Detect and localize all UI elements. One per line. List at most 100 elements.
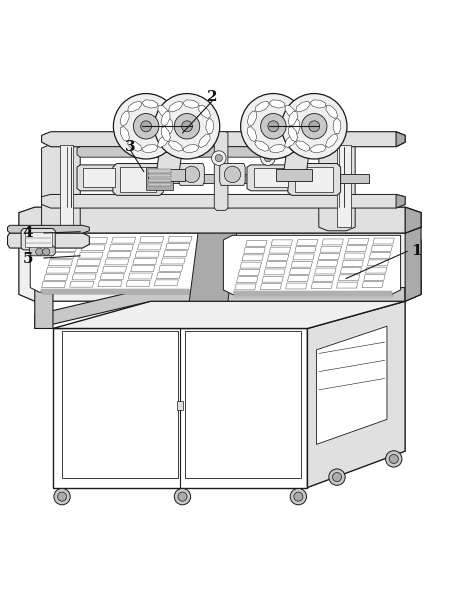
Polygon shape (161, 258, 185, 264)
Circle shape (174, 489, 191, 505)
Polygon shape (322, 239, 343, 245)
Polygon shape (291, 261, 312, 267)
Polygon shape (310, 100, 326, 108)
Polygon shape (313, 276, 334, 281)
Polygon shape (185, 331, 301, 478)
Polygon shape (120, 111, 129, 126)
Polygon shape (120, 167, 156, 192)
Polygon shape (267, 254, 289, 260)
Polygon shape (296, 141, 310, 151)
Polygon shape (165, 118, 173, 134)
Polygon shape (148, 169, 171, 172)
Polygon shape (269, 247, 291, 253)
Polygon shape (44, 274, 68, 280)
Polygon shape (79, 252, 103, 258)
Polygon shape (247, 126, 257, 141)
Polygon shape (264, 269, 285, 275)
Circle shape (43, 248, 50, 256)
Polygon shape (373, 238, 394, 244)
Polygon shape (288, 111, 297, 126)
Polygon shape (148, 178, 171, 181)
Polygon shape (158, 106, 170, 118)
Polygon shape (364, 274, 385, 280)
Polygon shape (242, 255, 264, 261)
Circle shape (241, 93, 306, 159)
Polygon shape (285, 106, 297, 118)
Polygon shape (319, 144, 355, 231)
Text: 2: 2 (207, 90, 217, 104)
Polygon shape (30, 233, 199, 292)
Polygon shape (146, 167, 173, 190)
Polygon shape (155, 280, 178, 286)
Polygon shape (289, 268, 310, 274)
Polygon shape (51, 253, 75, 259)
Polygon shape (161, 126, 171, 141)
Polygon shape (246, 240, 267, 246)
Polygon shape (283, 149, 310, 181)
Polygon shape (405, 207, 421, 233)
Circle shape (174, 114, 200, 139)
Polygon shape (128, 273, 153, 279)
Polygon shape (161, 111, 170, 126)
Polygon shape (157, 135, 169, 148)
Text: 1: 1 (411, 244, 422, 258)
Polygon shape (286, 283, 307, 289)
Polygon shape (8, 225, 89, 233)
Polygon shape (342, 260, 364, 266)
Circle shape (211, 151, 226, 165)
Polygon shape (21, 228, 55, 250)
Polygon shape (25, 232, 52, 246)
Polygon shape (292, 118, 300, 134)
Polygon shape (317, 326, 387, 444)
Polygon shape (369, 253, 391, 259)
Polygon shape (295, 246, 316, 253)
Polygon shape (100, 274, 124, 279)
Polygon shape (244, 248, 265, 254)
Text: 5: 5 (23, 252, 33, 266)
Polygon shape (155, 149, 182, 181)
Polygon shape (183, 144, 199, 153)
Polygon shape (148, 169, 185, 181)
Polygon shape (346, 246, 367, 252)
Polygon shape (234, 292, 392, 293)
Polygon shape (19, 222, 421, 233)
Polygon shape (131, 266, 155, 272)
Polygon shape (333, 118, 341, 134)
Polygon shape (165, 243, 190, 249)
Polygon shape (326, 106, 338, 118)
Polygon shape (42, 282, 66, 288)
Polygon shape (237, 277, 258, 283)
Polygon shape (206, 118, 214, 134)
Polygon shape (164, 251, 187, 257)
Polygon shape (74, 266, 99, 273)
Circle shape (183, 166, 200, 183)
Polygon shape (143, 144, 158, 153)
Polygon shape (365, 267, 387, 273)
Polygon shape (126, 280, 150, 287)
Polygon shape (296, 101, 310, 112)
Polygon shape (53, 245, 77, 251)
Polygon shape (240, 262, 262, 268)
Circle shape (294, 492, 303, 501)
Polygon shape (53, 328, 308, 487)
Polygon shape (297, 239, 318, 245)
Polygon shape (199, 106, 210, 118)
Polygon shape (285, 135, 297, 148)
Polygon shape (42, 292, 190, 293)
Polygon shape (254, 168, 288, 187)
Polygon shape (107, 252, 131, 257)
Circle shape (166, 154, 173, 161)
Polygon shape (142, 100, 158, 108)
Circle shape (155, 93, 220, 159)
Circle shape (141, 121, 152, 132)
Circle shape (309, 121, 319, 132)
Polygon shape (29, 246, 55, 256)
Polygon shape (311, 283, 332, 288)
Polygon shape (371, 245, 392, 251)
Polygon shape (128, 101, 142, 112)
Polygon shape (169, 101, 183, 112)
Circle shape (163, 151, 177, 165)
Polygon shape (247, 111, 256, 126)
Polygon shape (53, 301, 405, 328)
Polygon shape (317, 261, 338, 266)
